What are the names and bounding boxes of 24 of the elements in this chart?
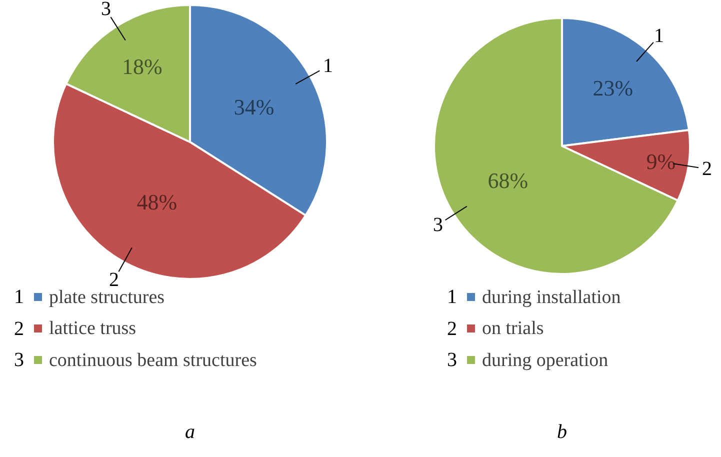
legend-label: during operation	[482, 350, 609, 371]
data-label: 9%	[646, 149, 676, 174]
text: a	[185, 421, 195, 443]
legend-label: during installation	[482, 287, 622, 308]
data-label: 68%	[488, 168, 528, 193]
legend-label: continuous beam structures	[49, 350, 257, 371]
text: 3	[101, 0, 111, 20]
data-label: 23%	[592, 76, 634, 101]
legend-label: on trials	[482, 318, 544, 339]
legend-label: lattice truss	[49, 318, 136, 339]
text: 3	[433, 214, 443, 236]
text: 3	[447, 349, 457, 371]
data-label: 18%	[122, 54, 162, 80]
text: 1	[447, 286, 457, 308]
text: 1	[14, 286, 24, 308]
text: 2	[447, 318, 457, 340]
text: 1	[654, 25, 664, 47]
text: 3	[14, 349, 24, 371]
data-label: 48%	[136, 190, 178, 215]
text: 1	[323, 55, 333, 77]
data-label: 34%	[234, 94, 274, 120]
text: 2	[702, 158, 712, 180]
text: 2	[14, 318, 24, 340]
text: b	[557, 421, 567, 443]
